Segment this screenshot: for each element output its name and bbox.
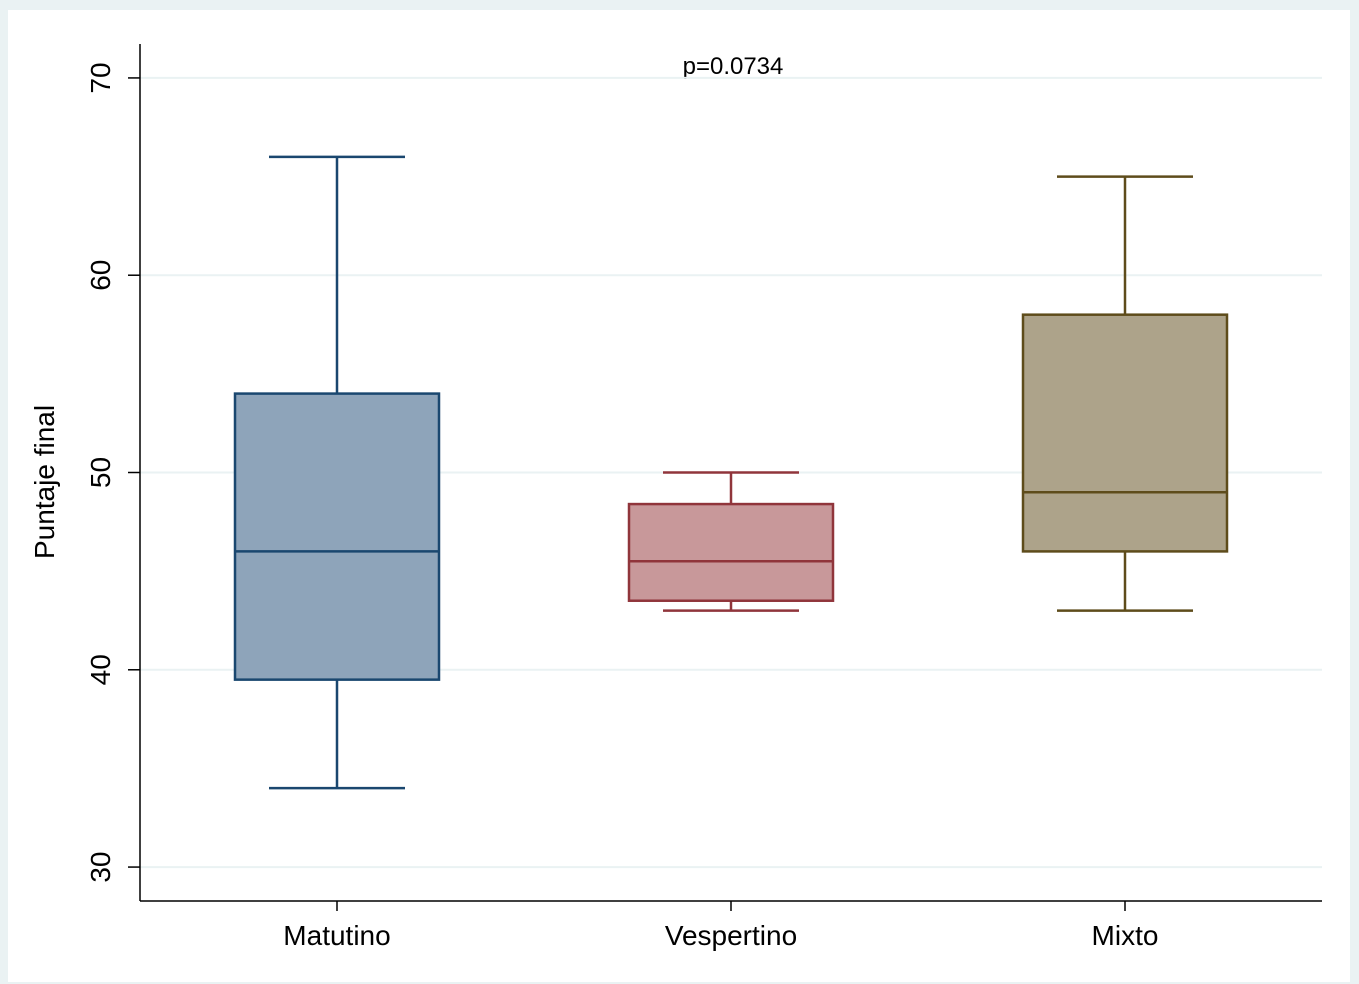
y-axis-label: Puntaje final — [29, 405, 60, 559]
box — [627, 502, 835, 602]
y-tick-label: 60 — [85, 260, 116, 291]
x-tick-label: Vespertino — [665, 920, 797, 951]
x-tick-label: Mixto — [1092, 920, 1159, 951]
x-tick-label: Matutino — [283, 920, 390, 951]
y-tick-label: 30 — [85, 851, 116, 882]
box — [1021, 313, 1229, 553]
box — [233, 392, 441, 681]
annotation: p=0.0734 — [683, 53, 784, 80]
y-tick-label: 50 — [85, 457, 116, 488]
y-tick-label: 40 — [85, 654, 116, 685]
y-tick-label: 70 — [85, 62, 116, 93]
